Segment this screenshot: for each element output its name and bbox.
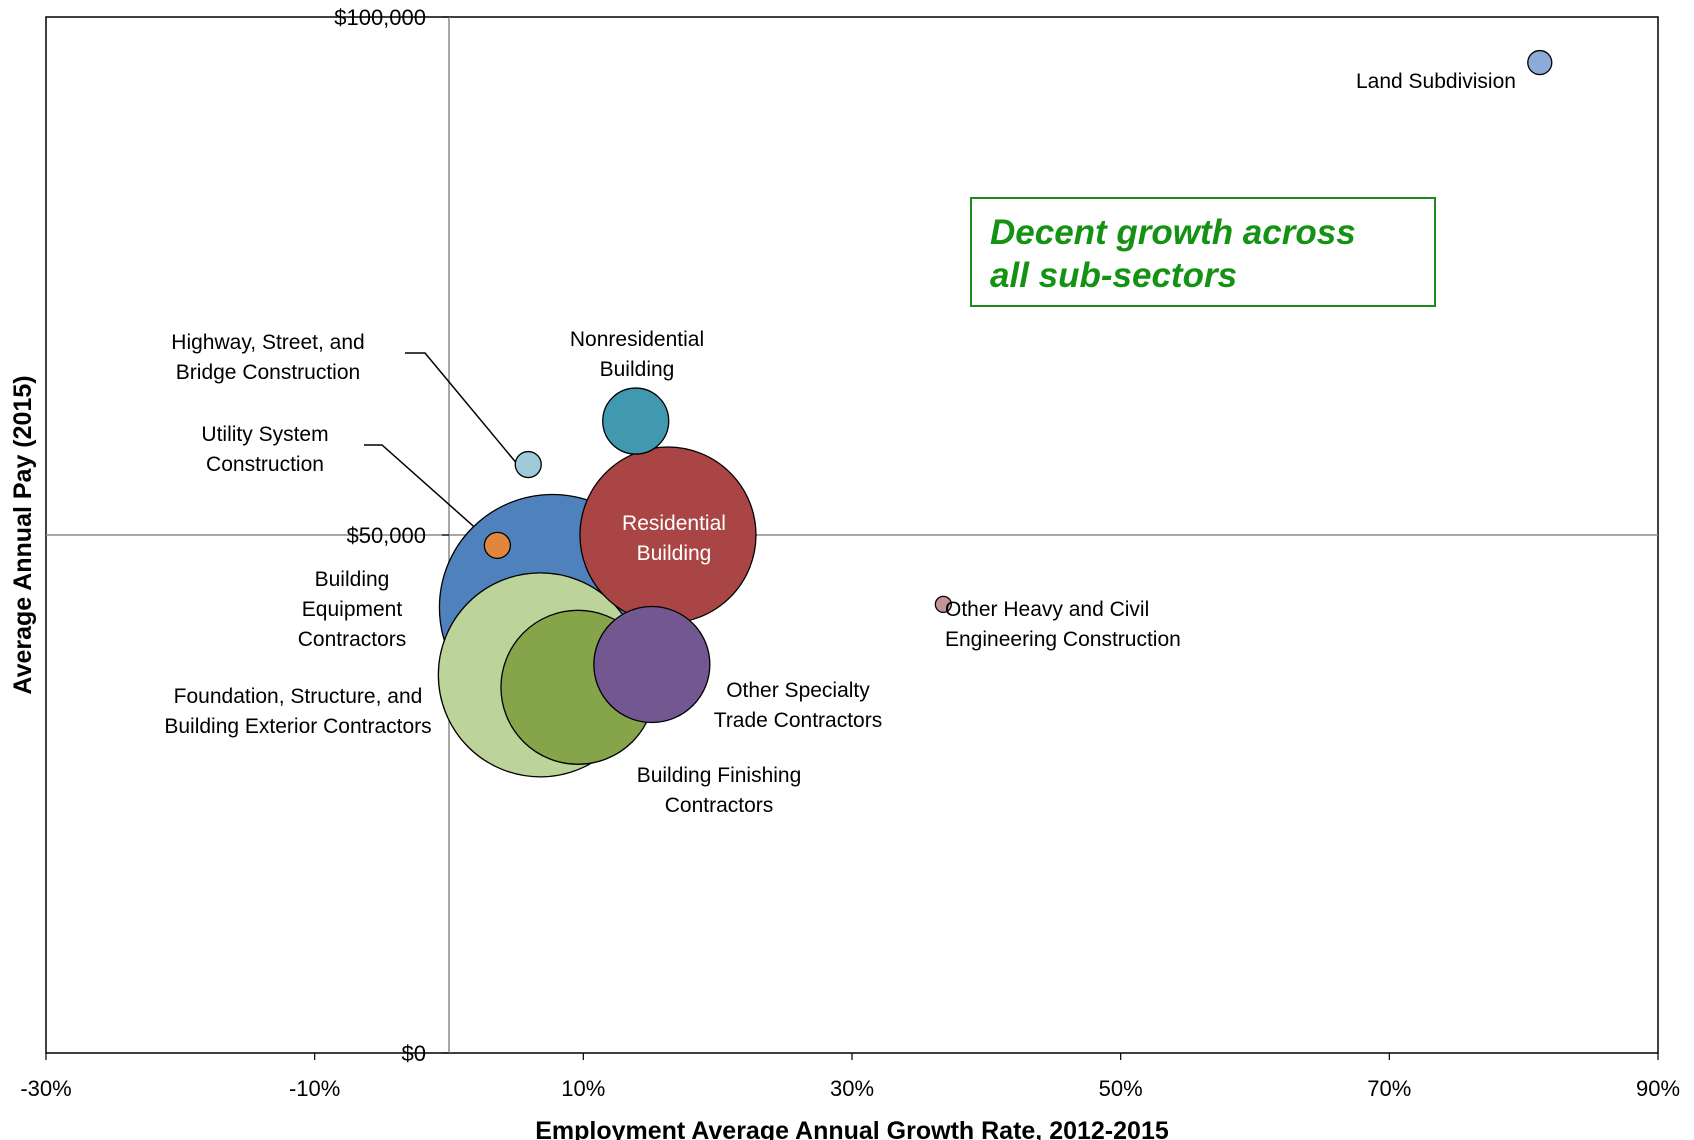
x-tick-label: 10%: [561, 1076, 605, 1101]
bubble-nonresidential-building: [602, 387, 670, 455]
x-tick-label: -30%: [20, 1076, 71, 1101]
label-nonresidential-building: Nonresidential Building: [570, 328, 704, 381]
label-foundation-structure-and-building-exterior-contractors: Foundation, Structure, and Building Exter…: [164, 685, 431, 738]
label-line: Land Subdivision: [1356, 70, 1516, 93]
label-other-specialty-trade-contractors: Other Specialty Trade Contractors: [714, 679, 882, 732]
label-line: Trade Contractors: [714, 709, 882, 732]
label-line: Residential: [622, 512, 726, 535]
bubble-utility-system-construction: [483, 531, 512, 560]
annotation-text: Decent growth across all sub-sectors: [990, 213, 1356, 295]
label-line: Construction: [206, 453, 324, 476]
label-line: Contractors: [298, 628, 407, 651]
label-line: Other Specialty: [726, 679, 870, 702]
y-tick-label: $0: [402, 1041, 426, 1066]
y-axis-title: Average Annual Pay (2015): [9, 375, 37, 694]
bubble-residential-building: [579, 446, 757, 624]
label-line: Foundation, Structure, and: [174, 685, 423, 708]
label-line: Highway, Street, and: [171, 331, 364, 354]
label-line: Other Heavy and Civil: [945, 598, 1149, 621]
label-other-heavy-and-civil-engineering-construction: Other Heavy and Civil Engineering Constru…: [945, 598, 1181, 651]
label-line: Engineering Construction: [945, 628, 1181, 651]
label-highway-street-and-bridge-construction: Highway, Street, and Bridge Construction: [171, 331, 364, 384]
label-line: Building: [600, 358, 675, 381]
x-tick-label: 50%: [1099, 1076, 1143, 1101]
bubble-highway-street-and-bridge-construction: [514, 450, 542, 479]
x-tick-label: 30%: [830, 1076, 874, 1101]
label-utility-system-construction: Utility System Construction: [201, 423, 328, 476]
label-building-equipment-contractors: Building Equipment Contractors: [298, 568, 407, 651]
bubble-land-subdivision: [1527, 49, 1553, 76]
x-tick-label: 90%: [1636, 1076, 1680, 1101]
label-line: Contractors: [665, 794, 774, 817]
leader-line-highway-street-and-bridge-construction: [405, 352, 529, 478]
label-line: Bridge Construction: [176, 361, 360, 384]
x-tick-label: 70%: [1367, 1076, 1411, 1101]
label-line: Building Exterior Contractors: [164, 715, 431, 738]
label-building-finishing-contractors: Building Finishing Contractors: [637, 764, 802, 817]
label-line: Building: [315, 568, 390, 591]
label-line: Equipment: [302, 598, 403, 621]
bubbles: [437, 49, 1553, 778]
label-residential-building: Residential Building: [622, 512, 726, 565]
axes: -30% -10% 10% 30% 50% 70% 90% $0 $50,000 $100,000: [20, 5, 1680, 1101]
leader-lines: [364, 352, 529, 549]
label-land-subdivision: Land Subdivision: [1356, 70, 1516, 93]
label-line: Nonresidential: [570, 328, 704, 351]
label-line: Building Finishing: [637, 764, 802, 787]
bubble-other-heavy-and-civil-engineering-construction: [934, 595, 952, 614]
y-tick-label: $50,000: [346, 523, 426, 548]
x-axis-title: Employment Average Annual Growth Rate, 2…: [535, 1117, 1169, 1140]
leader-line-utility-system-construction: [364, 444, 499, 549]
label-line: Utility System: [201, 423, 328, 446]
x-tick-label: -10%: [289, 1076, 340, 1101]
annotation-box: Decent growth across all sub-sectors: [970, 197, 1436, 307]
bubble-other-specialty-trade-contractors: [593, 605, 711, 724]
label-line: Building: [637, 542, 712, 565]
bubble-labels: Building Equipment Contractors Foundation, …: [164, 70, 1516, 817]
y-tick-label: $100,000: [334, 5, 426, 30]
